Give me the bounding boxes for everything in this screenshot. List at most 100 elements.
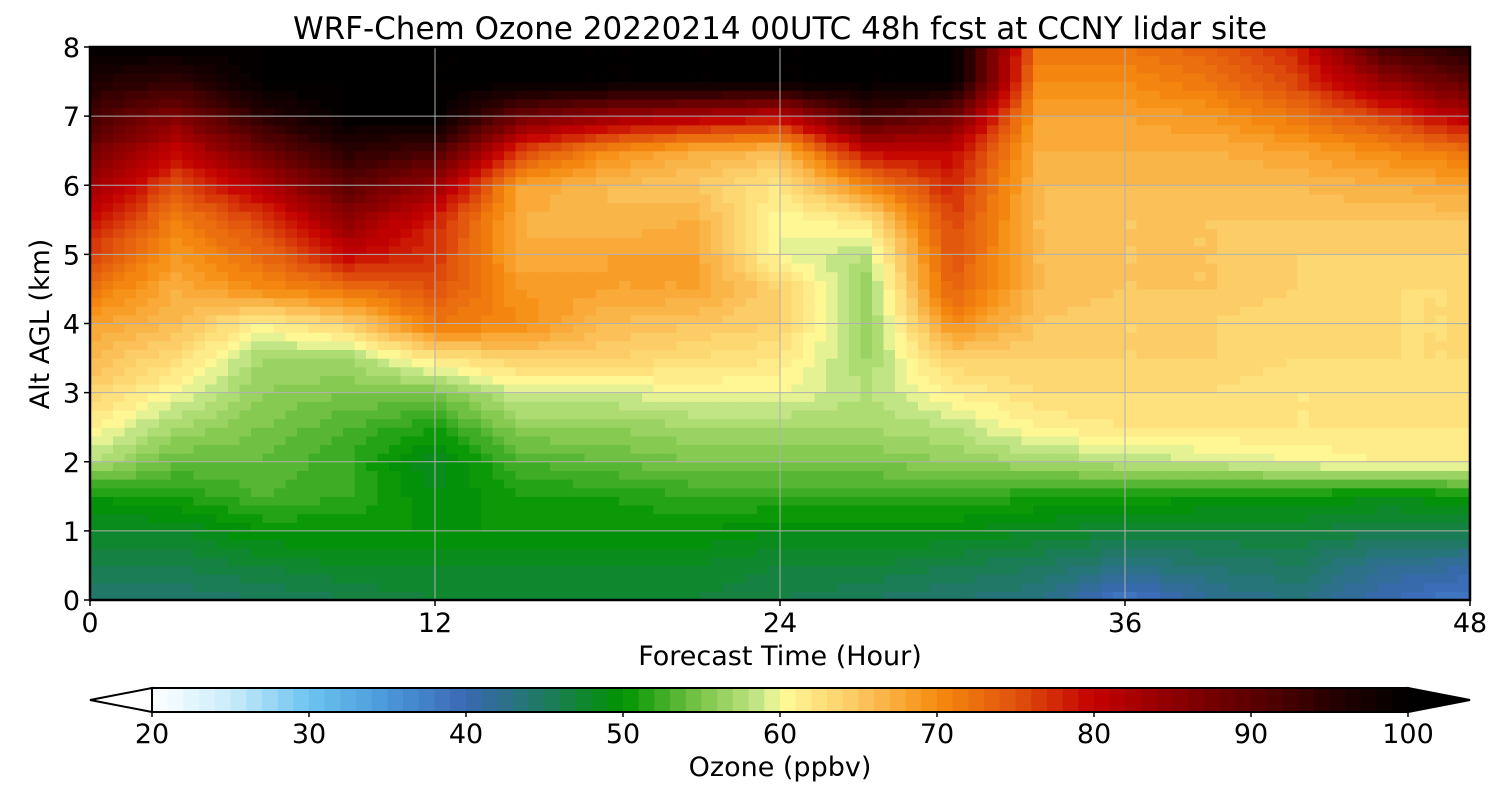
heatmap-cell bbox=[998, 392, 1011, 402]
heatmap-cell bbox=[400, 314, 413, 325]
heatmap-cell bbox=[366, 418, 379, 428]
heatmap-cell bbox=[538, 297, 551, 307]
heatmap-cell bbox=[941, 332, 954, 342]
heatmap-cell bbox=[1171, 418, 1184, 428]
heatmap-cell bbox=[389, 427, 402, 437]
heatmap-cell bbox=[653, 349, 666, 359]
heatmap-cell bbox=[285, 530, 298, 541]
heatmap-cell bbox=[412, 401, 425, 411]
heatmap-cell bbox=[780, 418, 793, 428]
heatmap-cell bbox=[492, 349, 505, 359]
heatmap-cell bbox=[1401, 288, 1414, 299]
heatmap-cell bbox=[538, 444, 551, 454]
heatmap-cell bbox=[745, 548, 758, 558]
heatmap-cell bbox=[1320, 530, 1333, 541]
heatmap-cell bbox=[354, 288, 367, 299]
heatmap-cell bbox=[1389, 556, 1402, 567]
heatmap-cell bbox=[285, 539, 298, 549]
heatmap-cell bbox=[630, 427, 643, 437]
heatmap-cell bbox=[1205, 418, 1218, 428]
heatmap-cell bbox=[630, 358, 643, 368]
heatmap-cell bbox=[952, 565, 965, 575]
heatmap-cell bbox=[251, 375, 264, 385]
heatmap-cell bbox=[1286, 513, 1299, 523]
heatmap-cell bbox=[469, 504, 482, 515]
heatmap-cell bbox=[745, 470, 758, 480]
heatmap-cell bbox=[596, 332, 609, 342]
heatmap-cell bbox=[1194, 435, 1207, 446]
heatmap-cell bbox=[366, 401, 379, 411]
heatmap-cell bbox=[665, 513, 678, 523]
heatmap-cell bbox=[1159, 548, 1172, 558]
heatmap-cell bbox=[182, 530, 195, 541]
heatmap-cell bbox=[1079, 591, 1092, 600]
heatmap-cell bbox=[515, 340, 528, 351]
heatmap-cell bbox=[90, 444, 103, 454]
heatmap-cell bbox=[1332, 418, 1345, 428]
heatmap-cell bbox=[906, 237, 919, 247]
heatmap-cell bbox=[1090, 574, 1103, 584]
heatmap-cell bbox=[389, 522, 402, 532]
heatmap-cell bbox=[964, 496, 977, 506]
heatmap-cell bbox=[228, 582, 241, 592]
heatmap-cell bbox=[458, 574, 471, 584]
heatmap-cell bbox=[1355, 435, 1368, 446]
heatmap-cell bbox=[366, 280, 379, 290]
heatmap-cell bbox=[768, 418, 781, 428]
heatmap-cell bbox=[768, 409, 781, 420]
heatmap-cell bbox=[90, 513, 103, 523]
heatmap-cell bbox=[711, 461, 724, 471]
heatmap-cell bbox=[722, 574, 735, 584]
heatmap-cell bbox=[688, 539, 701, 549]
heatmap-cell bbox=[239, 479, 252, 489]
heatmap-cell bbox=[320, 392, 333, 402]
heatmap-cell bbox=[1251, 254, 1264, 264]
heatmap-cell bbox=[147, 314, 160, 325]
heatmap-cell bbox=[193, 392, 206, 402]
heatmap-cell bbox=[826, 297, 839, 307]
heatmap-cell bbox=[297, 574, 310, 584]
heatmap-cell bbox=[1136, 539, 1149, 549]
heatmap-cell bbox=[860, 245, 873, 255]
heatmap-cell bbox=[665, 470, 678, 480]
heatmap-cell bbox=[745, 539, 758, 549]
heatmap-cell bbox=[182, 548, 195, 558]
heatmap-cell bbox=[274, 340, 287, 351]
heatmap-cell bbox=[101, 288, 114, 299]
heatmap-cell bbox=[653, 245, 666, 255]
heatmap-cell bbox=[492, 418, 505, 428]
heatmap-cell bbox=[918, 306, 931, 316]
heatmap-cell bbox=[1286, 375, 1299, 385]
heatmap-cell bbox=[803, 496, 816, 506]
heatmap-cell bbox=[1320, 461, 1333, 471]
heatmap-cell bbox=[573, 539, 586, 549]
heatmap-cell bbox=[492, 288, 505, 299]
heatmap-cell bbox=[1010, 280, 1023, 290]
heatmap-cell bbox=[895, 574, 908, 584]
heatmap-cell bbox=[780, 582, 793, 592]
heatmap-cell bbox=[331, 556, 344, 567]
heatmap-cell bbox=[1274, 487, 1287, 497]
heatmap-cell bbox=[377, 470, 390, 480]
heatmap-cell bbox=[849, 254, 862, 264]
heatmap-cell bbox=[389, 582, 402, 592]
heatmap-cell bbox=[1205, 591, 1218, 600]
heatmap-cell bbox=[1263, 470, 1276, 480]
heatmap-cell bbox=[1102, 254, 1115, 264]
heatmap-cell bbox=[320, 496, 333, 506]
heatmap-cell bbox=[1010, 323, 1023, 333]
heatmap-cell bbox=[377, 582, 390, 592]
heatmap-cell bbox=[412, 254, 425, 264]
heatmap-cell bbox=[308, 306, 321, 316]
heatmap-cell bbox=[1102, 297, 1115, 307]
heatmap-cell bbox=[929, 574, 942, 584]
heatmap-cell bbox=[837, 513, 850, 523]
heatmap-cell bbox=[906, 392, 919, 402]
heatmap-cell bbox=[170, 461, 183, 471]
heatmap-cell bbox=[1458, 358, 1470, 368]
heatmap-cell bbox=[285, 297, 298, 307]
heatmap-cell bbox=[1401, 383, 1414, 394]
heatmap-cell bbox=[320, 271, 333, 281]
heatmap-cell bbox=[596, 409, 609, 420]
heatmap-cell bbox=[1424, 435, 1437, 446]
